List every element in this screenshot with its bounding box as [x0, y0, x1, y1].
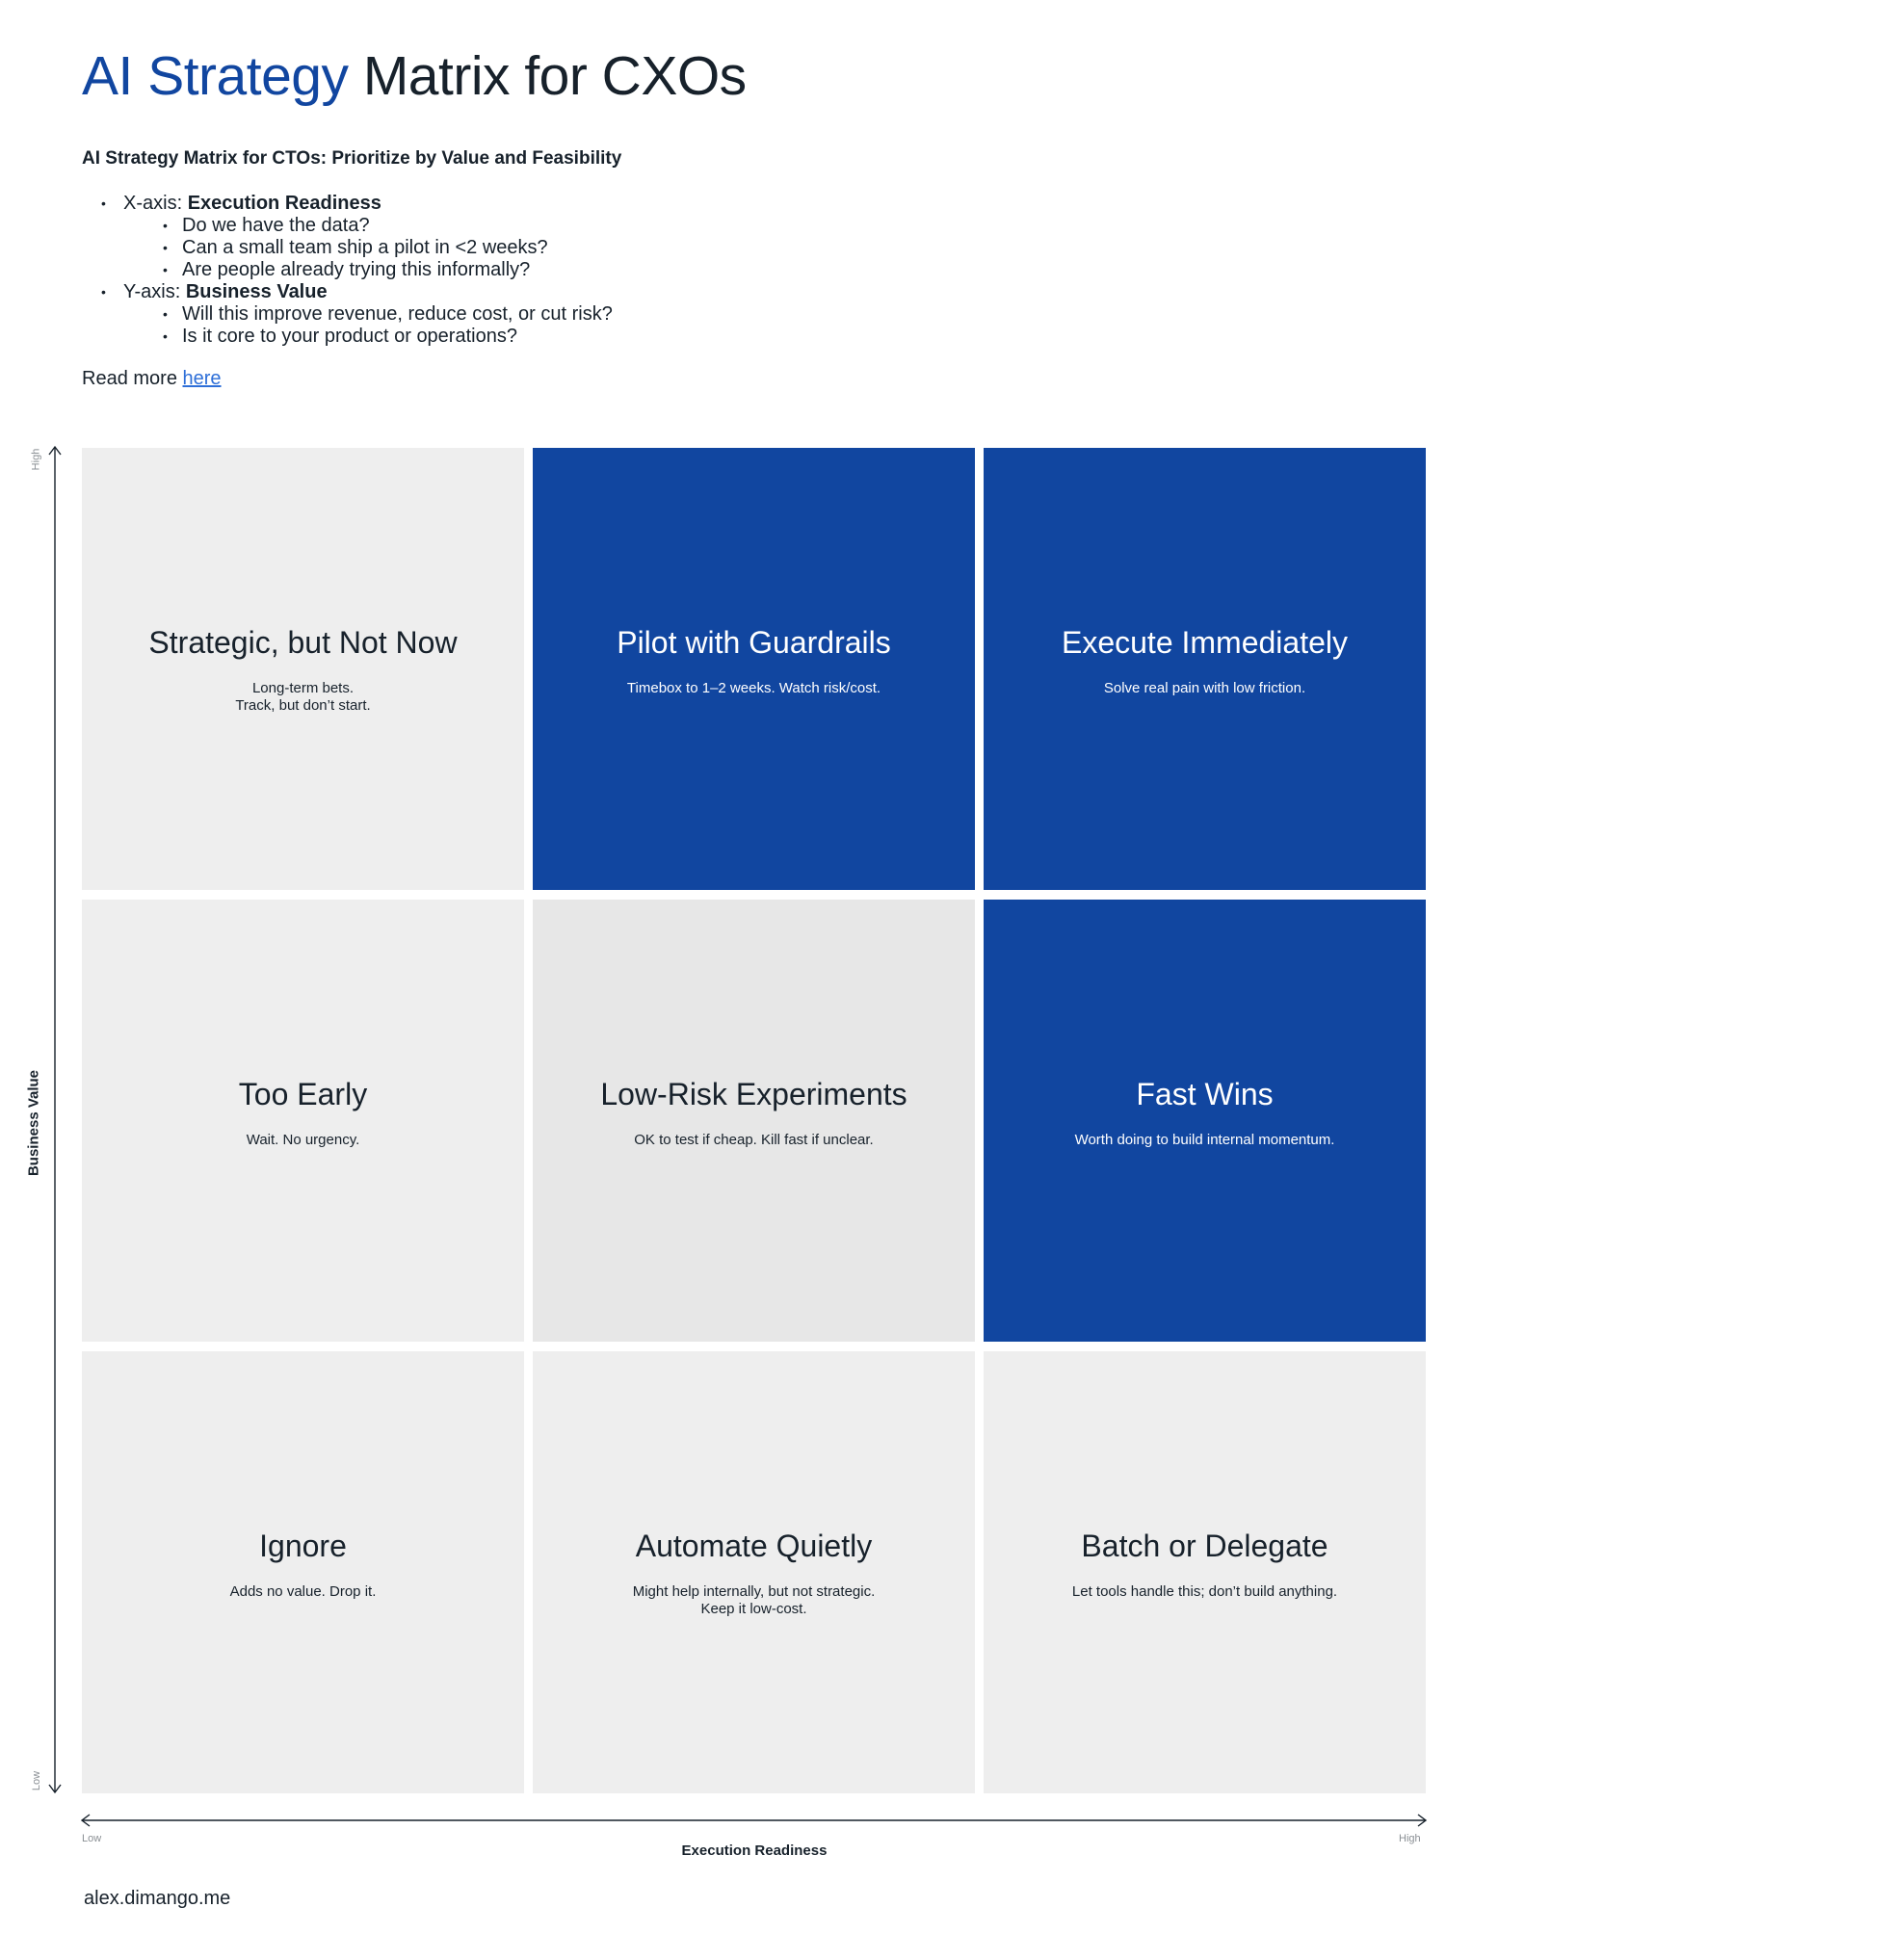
page-title: AI Strategy Matrix for CXOs [82, 44, 747, 108]
cell-title: Ignore [259, 1528, 347, 1563]
cell-description: Might help internally, but not strategic… [632, 1582, 876, 1617]
cell-title: Too Early [238, 1076, 368, 1111]
cell-description: Let tools handle this; don’t build anyth… [1071, 1582, 1338, 1600]
criteria-question: Can a small team ship a pilot in <2 week… [123, 237, 613, 259]
criteria-item-y-axis: Y-axis: Business Value Will this improve… [82, 281, 613, 348]
x-axis-arrow [80, 1814, 1428, 1827]
y-axis-arrow [48, 445, 62, 1794]
read-more: Read more here [82, 368, 222, 390]
strategy-matrix: Strategic, but Not Now Long-term bets. T… [82, 448, 1426, 1793]
criteria-question: Do we have the data? [123, 215, 613, 237]
criteria-question: Are people already trying this informall… [123, 259, 613, 281]
cell-description: Worth doing to build internal momentum. [1074, 1131, 1335, 1148]
x-axis-title: Execution Readiness [681, 1842, 828, 1859]
cell-title: Batch or Delegate [1081, 1528, 1328, 1563]
criteria-name: Execution Readiness [187, 193, 381, 214]
criteria-questions: Do we have the data? Can a small team sh… [123, 215, 613, 281]
criteria-prefix: Y-axis: [123, 281, 186, 302]
page-subtitle: AI Strategy Matrix for CTOs: Prioritize … [82, 148, 622, 169]
cell-description: Timebox to 1–2 weeks. Watch risk/cost. [626, 679, 881, 696]
cell-automate-quietly: Automate Quietly Might help internally, … [533, 1351, 975, 1793]
read-more-link[interactable]: here [182, 368, 222, 389]
cell-description: OK to test if cheap. Kill fast if unclea… [634, 1131, 874, 1148]
criteria-name: Business Value [185, 281, 328, 302]
criteria-prefix: X-axis: [123, 193, 188, 214]
cell-pilot-with-guardrails: Pilot with Guardrails Timebox to 1–2 wee… [533, 448, 975, 890]
cell-too-early: Too Early Wait. No urgency. [82, 900, 524, 1342]
cell-execute-immediately: Execute Immediately Solve real pain with… [984, 448, 1426, 890]
footer-site: alex.dimango.me [84, 1888, 231, 1909]
cell-description: Wait. No urgency. [246, 1131, 360, 1148]
cell-description: Long-term bets. Track, but don’t start. [235, 679, 371, 714]
y-axis-title: Business Value [25, 1069, 42, 1177]
criteria-item-x-axis: X-axis: Execution Readiness Do we have t… [82, 193, 613, 281]
criteria-list: X-axis: Execution Readiness Do we have t… [82, 193, 613, 348]
y-axis-low-label: Low [31, 1770, 43, 1791]
x-axis-high-label: High [1399, 1833, 1421, 1844]
cell-fast-wins: Fast Wins Worth doing to build internal … [984, 900, 1426, 1342]
cell-batch-or-delegate: Batch or Delegate Let tools handle this;… [984, 1351, 1426, 1793]
cell-title: Strategic, but Not Now [148, 624, 458, 660]
criteria-question: Will this improve revenue, reduce cost, … [123, 303, 613, 326]
cell-low-risk-experiments: Low-Risk Experiments OK to test if cheap… [533, 900, 975, 1342]
cell-title: Automate Quietly [635, 1528, 873, 1563]
criteria-question: Is it core to your product or operations… [123, 326, 613, 348]
cell-description: Adds no value. Drop it. [229, 1582, 377, 1600]
read-more-text: Read more [82, 368, 183, 389]
criteria-questions: Will this improve revenue, reduce cost, … [123, 303, 613, 348]
page-title-rest: Matrix for CXOs [362, 45, 747, 107]
cell-title: Pilot with Guardrails [617, 624, 891, 660]
cell-title: Execute Immediately [1061, 624, 1348, 660]
cell-ignore: Ignore Adds no value. Drop it. [82, 1351, 524, 1793]
page-title-accent: AI Strategy [82, 45, 349, 107]
x-axis-low-label: Low [82, 1833, 102, 1844]
cell-strategic-but-not-now: Strategic, but Not Now Long-term bets. T… [82, 448, 524, 890]
cell-description: Solve real pain with low friction. [1103, 679, 1306, 696]
cell-title: Fast Wins [1136, 1076, 1274, 1111]
cell-title: Low-Risk Experiments [600, 1076, 907, 1111]
y-axis-high-label: High [30, 448, 42, 471]
